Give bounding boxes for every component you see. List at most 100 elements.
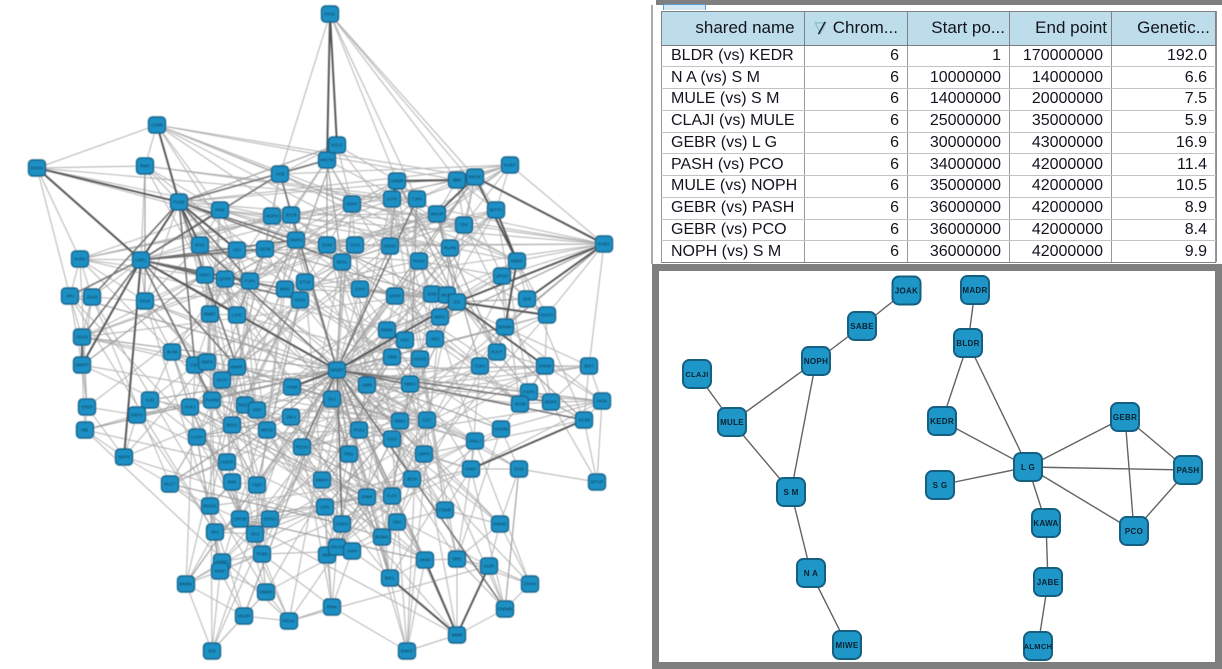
svg-text:GURI: GURI — [484, 564, 495, 569]
svg-text:KNBT: KNBT — [465, 467, 477, 472]
svg-text:CBA: CBA — [393, 520, 402, 525]
svg-text:CSBC: CSBC — [216, 560, 228, 565]
svg-text:JSAD: JSAD — [87, 295, 98, 300]
svg-text:UJTK: UJTK — [387, 197, 398, 202]
svg-text:FUUK: FUUK — [173, 200, 185, 205]
svg-text:OMMC: OMMC — [259, 590, 273, 595]
svg-text:WGTN: WGTN — [320, 158, 333, 163]
svg-text:BUWU: BUWU — [375, 535, 388, 540]
svg-text:BNU: BNU — [322, 553, 331, 558]
svg-text:PAAS: PAAS — [331, 545, 342, 550]
svg-text:TUKH: TUKH — [474, 364, 486, 369]
svg-text:MADR: MADR — [962, 286, 987, 295]
svg-text:AARI: AARI — [347, 549, 357, 554]
svg-text:JKJW: JKJW — [166, 350, 178, 355]
svg-text:OTHH: OTHH — [524, 582, 536, 587]
svg-text:UPGH: UPGH — [496, 274, 508, 279]
svg-text:GAO: GAO — [350, 243, 360, 248]
svg-text:JOAK: JOAK — [895, 286, 918, 295]
svg-text:EAIS: EAIS — [514, 467, 524, 472]
svg-text:FUWM: FUWM — [205, 398, 219, 403]
svg-text:PROE: PROE — [469, 175, 481, 180]
svg-text:L G: L G — [1021, 463, 1035, 472]
svg-text:BLDR: BLDR — [956, 339, 979, 348]
svg-text:ROSI: ROSI — [295, 298, 306, 303]
svg-text:ALMCH: ALMCH — [1024, 642, 1053, 651]
svg-text:EDM: EDM — [322, 243, 332, 248]
svg-text:WIPG: WIPG — [434, 315, 446, 320]
svg-text:LUHH: LUHH — [191, 435, 203, 440]
svg-text:TCBN: TCBN — [256, 552, 268, 557]
svg-text:GEBR: GEBR — [1113, 413, 1137, 422]
svg-text:DBJM: DBJM — [259, 247, 271, 252]
svg-text:IOH: IOH — [233, 248, 241, 253]
svg-text:SBFN: SBFN — [201, 360, 212, 365]
svg-text:WAUP: WAUP — [431, 212, 444, 217]
svg-text:EWHC: EWHC — [493, 522, 506, 527]
svg-text:IWL: IWL — [81, 428, 89, 433]
svg-text:CIGW: CIGW — [151, 123, 164, 128]
svg-text:BJNF: BJNF — [215, 569, 226, 574]
svg-text:HGC: HGC — [400, 338, 410, 343]
svg-text:BDOJ: BDOJ — [226, 423, 237, 428]
svg-text:EROI: EROI — [82, 405, 93, 410]
svg-text:RKCM: RKCM — [239, 403, 252, 408]
svg-text:S M: S M — [783, 488, 798, 497]
svg-text:CLAJI: CLAJI — [685, 370, 708, 379]
svg-text:IPWP: IPWP — [362, 495, 373, 500]
svg-text:ERNO: ERNO — [264, 517, 277, 522]
svg-text:PEOU: PEOU — [296, 445, 308, 450]
svg-text:HFKT: HFKT — [199, 273, 211, 278]
svg-text:FSPH: FSPH — [523, 390, 534, 395]
svg-text:OIKJ: OIKJ — [286, 415, 296, 420]
svg-text:URMR: URMR — [391, 179, 404, 184]
svg-text:RJHT: RJHT — [492, 350, 503, 355]
svg-text:PASH: PASH — [1177, 466, 1200, 475]
svg-text:SOJ: SOJ — [251, 532, 259, 537]
svg-text:BWAF: BWAF — [401, 649, 414, 654]
svg-text:IMCL: IMCL — [385, 576, 396, 581]
svg-text:BMBT: BMBT — [204, 312, 216, 317]
svg-text:RODG: RODG — [204, 504, 218, 509]
svg-text:BSR: BSR — [228, 480, 237, 485]
svg-text:BBE: BBE — [453, 178, 462, 183]
svg-text:HUGM: HUGM — [494, 427, 508, 432]
svg-text:CWT: CWT — [190, 363, 200, 368]
svg-text:NWPP: NWPP — [76, 363, 89, 368]
svg-text:HSGB: HSGB — [414, 357, 426, 362]
svg-text:MRJD: MRJD — [261, 428, 273, 433]
svg-text:IBST: IBST — [584, 364, 594, 369]
svg-text:RUPB: RUPB — [444, 246, 456, 251]
svg-text:SKJM: SKJM — [578, 418, 590, 423]
svg-text:GGD: GGD — [387, 437, 397, 442]
svg-text:DEAS: DEAS — [76, 335, 88, 340]
svg-text:EILM: EILM — [140, 299, 150, 304]
svg-text:BDNK: BDNK — [381, 328, 393, 333]
svg-text:RWF: RWF — [140, 164, 150, 169]
svg-text:TJPA: TJPA — [412, 197, 422, 202]
svg-text:JEGK: JEGK — [406, 477, 417, 482]
svg-text:NNEJ: NNEJ — [404, 382, 415, 387]
svg-text:NENG: NENG — [384, 244, 397, 249]
svg-text:JABE: JABE — [1037, 578, 1060, 587]
svg-text:MULE: MULE — [720, 418, 744, 427]
svg-text:RMKF: RMKF — [511, 259, 524, 264]
svg-text:JPU: JPU — [66, 294, 74, 299]
svg-text:SMHH: SMHH — [316, 478, 329, 483]
svg-text:ERHN: ERHN — [539, 364, 551, 369]
svg-text:NOPH: NOPH — [804, 357, 828, 366]
svg-text:CROB: CROB — [234, 517, 247, 522]
svg-text:MTHP: MTHP — [591, 480, 603, 485]
svg-text:ONPO: ONPO — [290, 238, 303, 243]
svg-text:BAJT: BAJT — [217, 378, 228, 383]
svg-text:KJO: KJO — [146, 398, 155, 403]
svg-text:N A: N A — [804, 569, 818, 578]
svg-text:MIA: MIA — [211, 530, 219, 535]
svg-text:UBO: UBO — [430, 337, 440, 342]
svg-text:SIJD: SIJD — [427, 292, 436, 297]
svg-text:TSEF: TSEF — [252, 483, 263, 488]
svg-text:MLEJ: MLEJ — [442, 293, 453, 298]
svg-text:BIMU: BIMU — [395, 419, 406, 424]
svg-text:KDNT: KDNT — [346, 202, 358, 207]
svg-text:RLCT: RLCT — [164, 482, 176, 487]
